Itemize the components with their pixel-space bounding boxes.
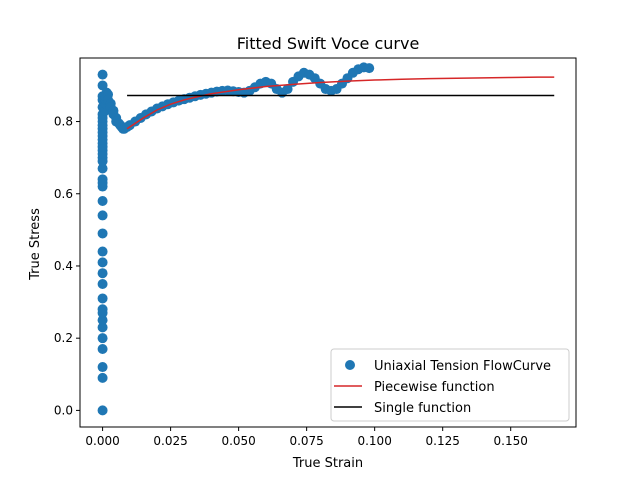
x-tick-label: 0.075	[289, 434, 323, 448]
legend-frame	[330, 348, 570, 422]
axes: 0.000 0.025 0.050 0.075 0.100 0.125 0.150 0.0 0.…	[54, 57, 577, 448]
scatter-point	[97, 134, 108, 145]
y-tick-label: 0.6	[54, 187, 73, 201]
scatter-point	[97, 163, 108, 174]
y-tick-label: 0.8	[54, 115, 73, 129]
scatter-point	[97, 293, 108, 304]
scatter-point	[97, 304, 108, 315]
x-tick-label: 0.000	[85, 434, 119, 448]
scatter-point	[97, 344, 108, 355]
scatter-point	[97, 322, 108, 333]
scatter-point	[97, 333, 108, 344]
scatter-point	[97, 177, 108, 188]
series-line-1	[126, 76, 555, 130]
scatter-point	[364, 63, 375, 74]
scatter-point	[97, 141, 108, 152]
scatter-point	[97, 405, 108, 416]
legend-label-scatter: Uniaxial Tension FlowCurve	[374, 359, 551, 374]
axes-frame	[79, 57, 577, 428]
scatter-point	[97, 127, 108, 138]
y-axis-label: True Stress	[28, 208, 43, 281]
scatter-point	[97, 246, 108, 257]
y-tick-label: 0.2	[54, 331, 73, 345]
x-tick-label: 0.025	[153, 434, 187, 448]
scatter-point	[97, 315, 108, 326]
x-tick-label: 0.050	[221, 434, 255, 448]
legend: Uniaxial Tension FlowCurve Piecewise fun…	[330, 348, 570, 422]
scatter-point	[97, 279, 108, 290]
y-tick-label: 0.4	[54, 259, 73, 273]
scatter-point	[282, 84, 293, 95]
y-tick-label: 0.0	[54, 403, 73, 417]
scatter-point	[97, 257, 108, 268]
x-axis-label: True Strain	[292, 456, 363, 471]
scatter-point	[97, 149, 108, 160]
legend-label-piecewise: Piecewise function	[374, 380, 495, 395]
x-tick-label: 0.125	[426, 434, 460, 448]
scatter-point	[97, 69, 108, 80]
chart-title: Fitted Swift Voce curve	[237, 34, 420, 53]
scatter-point	[97, 268, 108, 279]
plot-area	[97, 62, 555, 416]
legend-marker-scatter	[345, 360, 355, 370]
scatter-point	[97, 362, 108, 373]
x-tick-label: 0.150	[494, 434, 528, 448]
scatter-point	[97, 195, 108, 206]
scatter-point	[97, 156, 108, 167]
scatter-point	[97, 210, 108, 221]
scatter-point	[97, 228, 108, 239]
scatter-point	[97, 372, 108, 383]
x-tick-label: 0.100	[357, 434, 391, 448]
legend-label-single: Single function	[374, 401, 471, 416]
scatter-point	[97, 120, 108, 131]
